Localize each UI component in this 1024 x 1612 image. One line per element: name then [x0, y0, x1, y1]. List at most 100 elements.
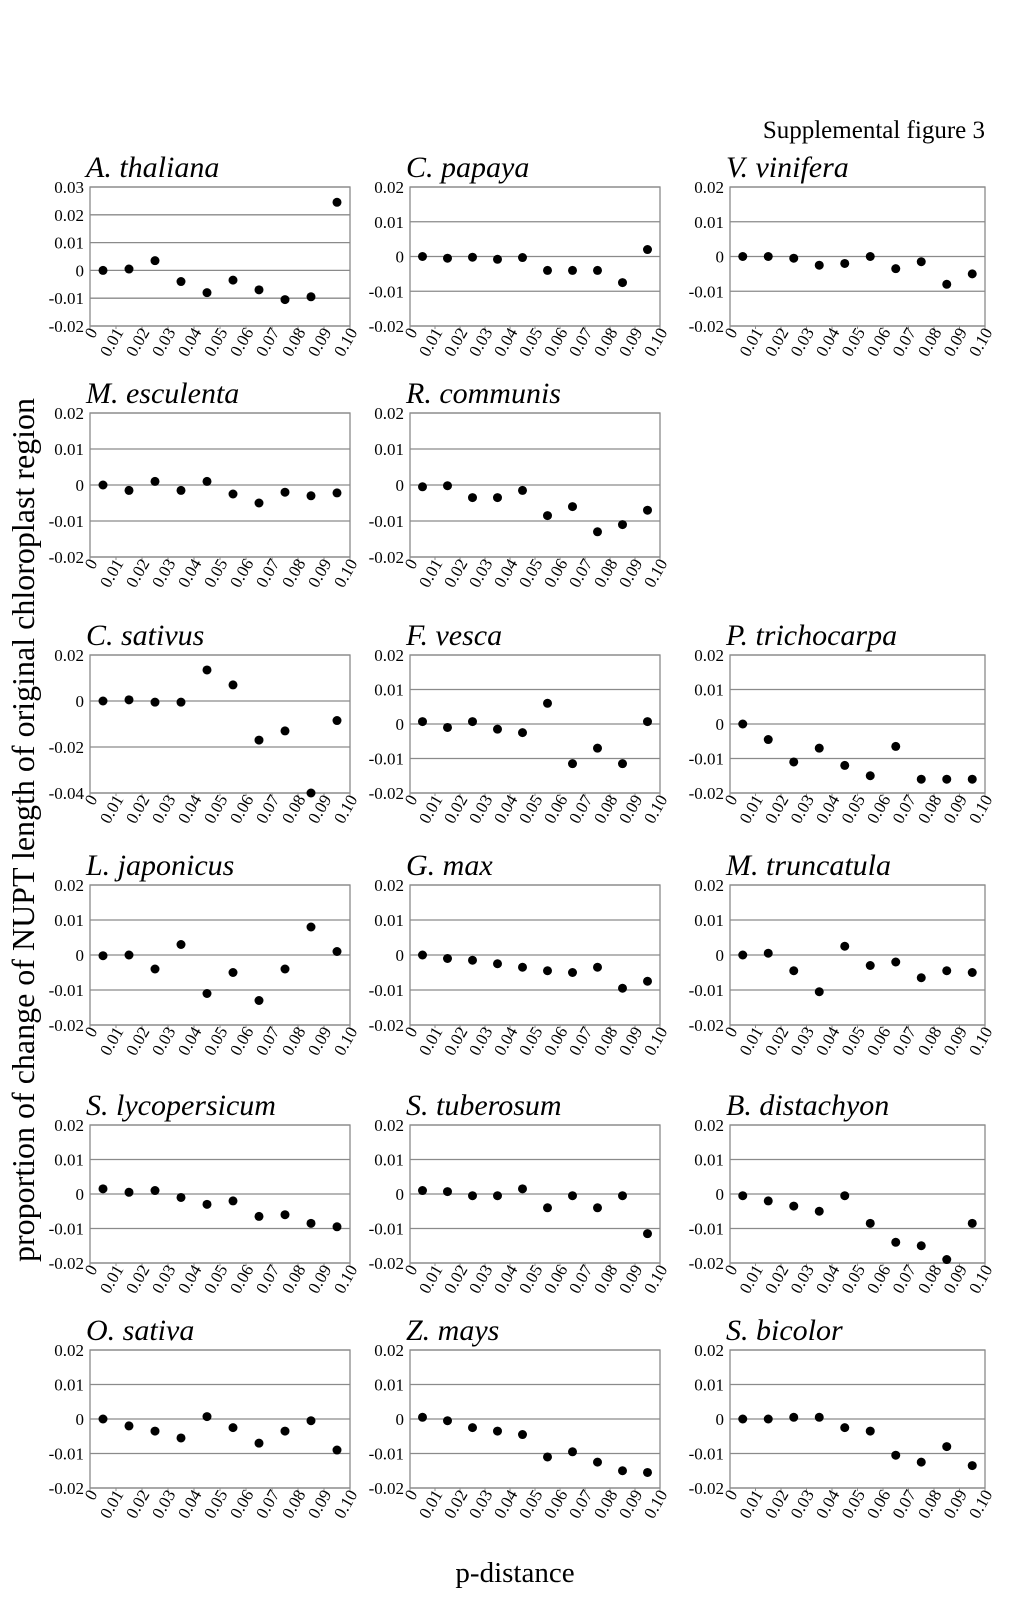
data-point	[493, 1191, 502, 1201]
data-point	[254, 1438, 264, 1448]
x-tick-label: 0.03	[148, 792, 179, 827]
x-tick-label: 0.08	[590, 1262, 621, 1297]
y-tick-label: 0.01	[694, 1151, 724, 1170]
y-tick-label: 0.01	[54, 911, 84, 930]
data-point	[618, 520, 627, 530]
y-tick-label: -0.01	[689, 1220, 724, 1239]
data-point	[468, 1191, 477, 1201]
x-tick-label: 0.10	[640, 556, 671, 591]
panel-title: R. communis	[405, 377, 561, 410]
x-tick-label: 0.10	[640, 325, 671, 360]
x-tick-label: 0.04	[174, 1023, 206, 1059]
data-point	[593, 1203, 602, 1213]
x-tick-label: 0.01	[736, 325, 767, 360]
data-point	[593, 743, 602, 753]
y-tick-label: 0.02	[374, 404, 404, 423]
data-point	[967, 269, 977, 279]
data-point	[814, 260, 824, 270]
y-tick-label: -0.02	[49, 317, 84, 336]
y-tick-label: -0.01	[689, 1445, 724, 1464]
data-point	[593, 265, 602, 275]
x-tick-label: 0.06	[540, 556, 571, 591]
x-tick-label: 0.05	[200, 792, 231, 827]
x-tick-label: 0.04	[174, 791, 206, 827]
y-tick-label: 0.02	[374, 178, 404, 197]
x-tick-label: 0.06	[863, 792, 894, 827]
data-point	[443, 722, 452, 732]
data-point	[280, 726, 290, 736]
x-tick-label: 0.09	[615, 1487, 646, 1522]
x-tick-label: 0.04	[490, 1261, 522, 1297]
x-tick-label: 0.09	[940, 1487, 971, 1522]
data-point	[967, 1461, 977, 1471]
x-tick-label: 0.06	[226, 1487, 257, 1522]
x-tick-label: 0.02	[761, 325, 792, 360]
data-point	[543, 511, 552, 521]
data-point	[865, 961, 875, 970]
x-tick-label: 0	[721, 1262, 742, 1279]
data-point	[202, 288, 212, 298]
data-point	[124, 695, 134, 705]
data-point	[332, 947, 342, 956]
x-tick-label: 0.06	[540, 325, 571, 360]
data-point	[568, 265, 577, 275]
x-tick-label: 0.06	[540, 792, 571, 827]
x-tick-label: 0.08	[590, 556, 621, 591]
data-point	[280, 295, 290, 305]
data-point	[443, 1416, 452, 1426]
data-point	[332, 716, 342, 726]
x-tick-label: 0.03	[465, 1487, 496, 1522]
x-tick-label: 0.04	[490, 1486, 522, 1522]
x-tick-label: 0.07	[565, 1261, 597, 1297]
x-tick-label: 0.08	[914, 1024, 945, 1059]
x-tick-label: 0.04	[490, 324, 522, 360]
data-point	[176, 1433, 186, 1443]
data-point	[789, 253, 799, 263]
x-tick-label: 0.07	[889, 1023, 921, 1059]
data-point	[840, 1191, 850, 1201]
x-tick-label: 0.08	[278, 556, 309, 591]
x-tick-label: 0	[81, 792, 102, 809]
data-point	[942, 1255, 952, 1265]
x-tick-label: 0.10	[330, 325, 361, 360]
x-tick-label: 0.10	[330, 1024, 361, 1059]
y-tick-label: -0.01	[369, 750, 404, 769]
data-point	[814, 1412, 824, 1422]
x-tick-label: 0.02	[122, 1487, 153, 1522]
y-tick-label: 0.02	[694, 178, 724, 197]
y-tick-label: 0	[716, 946, 725, 965]
data-point	[568, 1447, 577, 1457]
y-tick-label: 0	[396, 946, 405, 965]
data-point	[202, 989, 212, 998]
x-tick-label: 0.08	[914, 325, 945, 360]
x-tick-label: 0.02	[122, 325, 153, 360]
data-point	[865, 252, 875, 261]
y-tick-label: -0.01	[689, 981, 724, 1000]
data-point	[254, 1211, 264, 1221]
x-tick-label: 0.10	[965, 325, 996, 360]
x-tick-label: 0	[401, 556, 422, 573]
x-tick-label: 0.09	[304, 325, 335, 360]
data-point	[98, 480, 108, 490]
data-point	[942, 279, 952, 289]
x-tick-label: 0.02	[440, 325, 471, 360]
panel-title: B. distachyon	[726, 1089, 889, 1122]
x-tick-label: 0.02	[761, 1487, 792, 1522]
x-tick-label: 0.08	[278, 1262, 309, 1297]
panel-title: G. max	[406, 849, 493, 882]
y-tick-label: 0.02	[54, 1116, 84, 1135]
data-point	[493, 1426, 502, 1436]
x-tick-label: 0.03	[148, 1262, 179, 1297]
data-point	[150, 1186, 160, 1196]
data-point	[493, 724, 502, 734]
data-point	[891, 741, 901, 751]
data-point	[306, 1416, 316, 1426]
x-tick-label: 0.06	[226, 556, 257, 591]
y-tick-label: -0.02	[49, 738, 84, 757]
data-point	[124, 264, 134, 274]
data-point	[518, 728, 527, 738]
data-point	[865, 771, 875, 781]
x-tick-label: 0.10	[330, 556, 361, 591]
data-point	[643, 717, 652, 727]
